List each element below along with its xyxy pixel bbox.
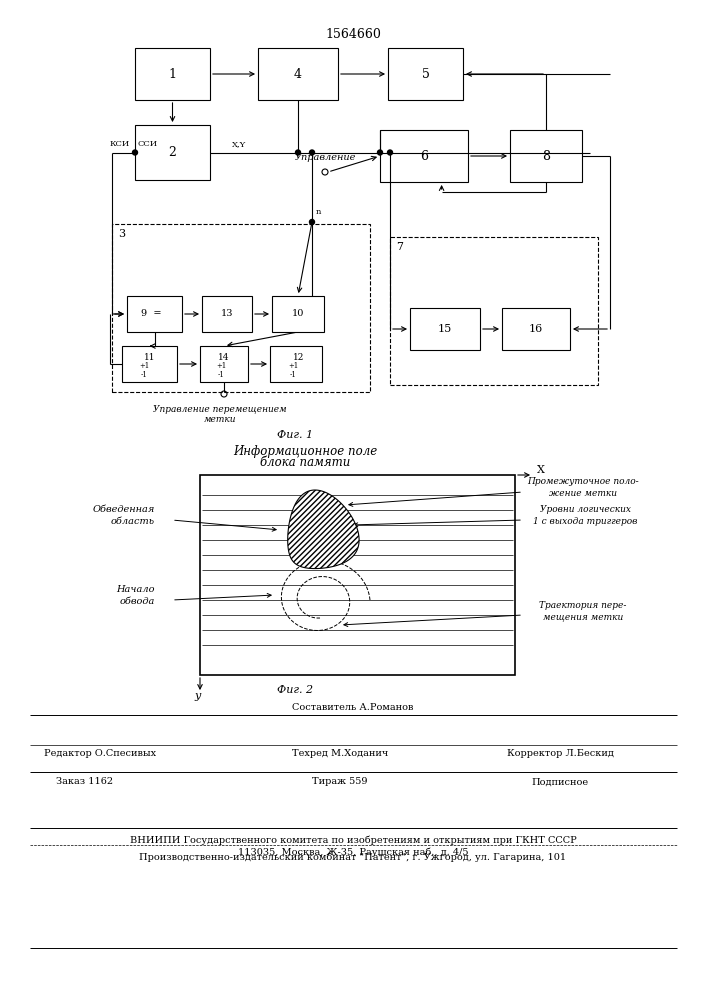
Text: 1: 1 bbox=[168, 68, 177, 81]
Text: 6: 6 bbox=[420, 149, 428, 162]
Bar bbox=[135, 48, 210, 100]
Text: Начало: Начало bbox=[117, 585, 155, 594]
Text: n: n bbox=[316, 208, 322, 216]
Text: 11: 11 bbox=[144, 353, 156, 361]
Text: Корректор Л.Бескид: Корректор Л.Бескид bbox=[506, 748, 614, 758]
Circle shape bbox=[310, 150, 315, 155]
Text: X: X bbox=[537, 465, 545, 475]
Text: Составитель А.Романов: Составитель А.Романов bbox=[292, 702, 414, 712]
Text: Тираж 559: Тираж 559 bbox=[312, 778, 368, 786]
Text: 9  =: 9 = bbox=[141, 310, 162, 318]
Bar bbox=[202, 296, 252, 332]
Text: +1: +1 bbox=[288, 362, 298, 370]
Text: Обведенная: Обведенная bbox=[93, 506, 155, 514]
Bar bbox=[200, 346, 248, 382]
Text: Заказ 1162: Заказ 1162 bbox=[57, 778, 114, 786]
Bar bbox=[380, 130, 468, 182]
Text: Редактор О.Спесивых: Редактор О.Спесивых bbox=[44, 748, 156, 758]
Text: Управление перемещением: Управление перемещением bbox=[153, 404, 287, 414]
Text: 3: 3 bbox=[119, 229, 126, 239]
Bar bbox=[388, 48, 463, 100]
Text: ВНИИПИ Государственного комитета по изобретениям и открытиям при ГКНТ СССР: ВНИИПИ Государственного комитета по изоб… bbox=[129, 835, 576, 845]
Text: 113035, Москва, Ж-35, Раушская наб., д. 4/5: 113035, Москва, Ж-35, Раушская наб., д. … bbox=[238, 847, 468, 857]
Text: Информационное поле: Информационное поле bbox=[233, 446, 377, 458]
Bar bbox=[510, 130, 582, 182]
Circle shape bbox=[296, 150, 300, 155]
Text: 2: 2 bbox=[168, 146, 177, 159]
Text: Производственно-издательский комбинат "Патент", г. Ужгород, ул. Гагарина, 101: Производственно-издательский комбинат "П… bbox=[139, 852, 566, 862]
Text: 10: 10 bbox=[292, 310, 304, 318]
Circle shape bbox=[132, 150, 137, 155]
Text: блока памяти: блока памяти bbox=[259, 456, 350, 470]
Circle shape bbox=[378, 150, 382, 155]
Text: метки: метки bbox=[204, 416, 236, 424]
Text: 8: 8 bbox=[542, 149, 550, 162]
Bar bbox=[410, 308, 480, 350]
Circle shape bbox=[387, 150, 392, 155]
Text: 13: 13 bbox=[221, 310, 233, 318]
Text: мещения метки: мещения метки bbox=[543, 612, 623, 621]
Text: 1 с выхода триггеров: 1 с выхода триггеров bbox=[533, 518, 637, 526]
Text: 15: 15 bbox=[438, 324, 452, 334]
Text: -1: -1 bbox=[141, 371, 148, 379]
Bar bbox=[122, 346, 177, 382]
Text: жение метки: жение метки bbox=[549, 489, 617, 498]
Text: 14: 14 bbox=[218, 353, 230, 361]
Text: -1: -1 bbox=[218, 371, 224, 379]
Text: Фиг. 2: Фиг. 2 bbox=[277, 685, 313, 695]
Text: Подписное: Подписное bbox=[532, 778, 588, 786]
Text: 7: 7 bbox=[397, 242, 404, 252]
Text: +1: +1 bbox=[216, 362, 226, 370]
Text: X,Y: X,Y bbox=[232, 140, 246, 148]
Circle shape bbox=[310, 220, 315, 225]
Text: Промежуточное поло-: Промежуточное поло- bbox=[527, 478, 639, 487]
Text: КСИ: КСИ bbox=[110, 140, 130, 148]
Bar bbox=[135, 125, 210, 180]
Text: 12: 12 bbox=[293, 353, 305, 361]
Text: y: y bbox=[194, 691, 200, 701]
Text: +1: +1 bbox=[139, 362, 150, 370]
Text: обвода: обвода bbox=[119, 597, 155, 606]
Bar bbox=[390, 237, 598, 385]
Text: 1564660: 1564660 bbox=[325, 27, 381, 40]
Bar bbox=[258, 48, 338, 100]
Text: 16: 16 bbox=[529, 324, 543, 334]
Text: 4: 4 bbox=[294, 68, 302, 81]
Text: -1: -1 bbox=[290, 371, 296, 379]
Text: Траектория пере-: Траектория пере- bbox=[539, 600, 626, 609]
Bar bbox=[200, 475, 515, 675]
Bar bbox=[502, 308, 570, 350]
Text: Уровни логических: Уровни логических bbox=[539, 506, 631, 514]
Text: Управление: Управление bbox=[294, 152, 356, 161]
Text: ССИ: ССИ bbox=[138, 140, 158, 148]
Bar bbox=[272, 296, 324, 332]
Bar bbox=[127, 296, 182, 332]
Bar bbox=[270, 346, 322, 382]
Text: Фиг. 1: Фиг. 1 bbox=[277, 430, 313, 440]
Text: Техред М.Ходанич: Техред М.Ходанич bbox=[292, 748, 388, 758]
Polygon shape bbox=[288, 490, 359, 569]
Text: область: область bbox=[111, 518, 155, 526]
Text: 5: 5 bbox=[421, 68, 429, 81]
Bar bbox=[112, 224, 370, 392]
